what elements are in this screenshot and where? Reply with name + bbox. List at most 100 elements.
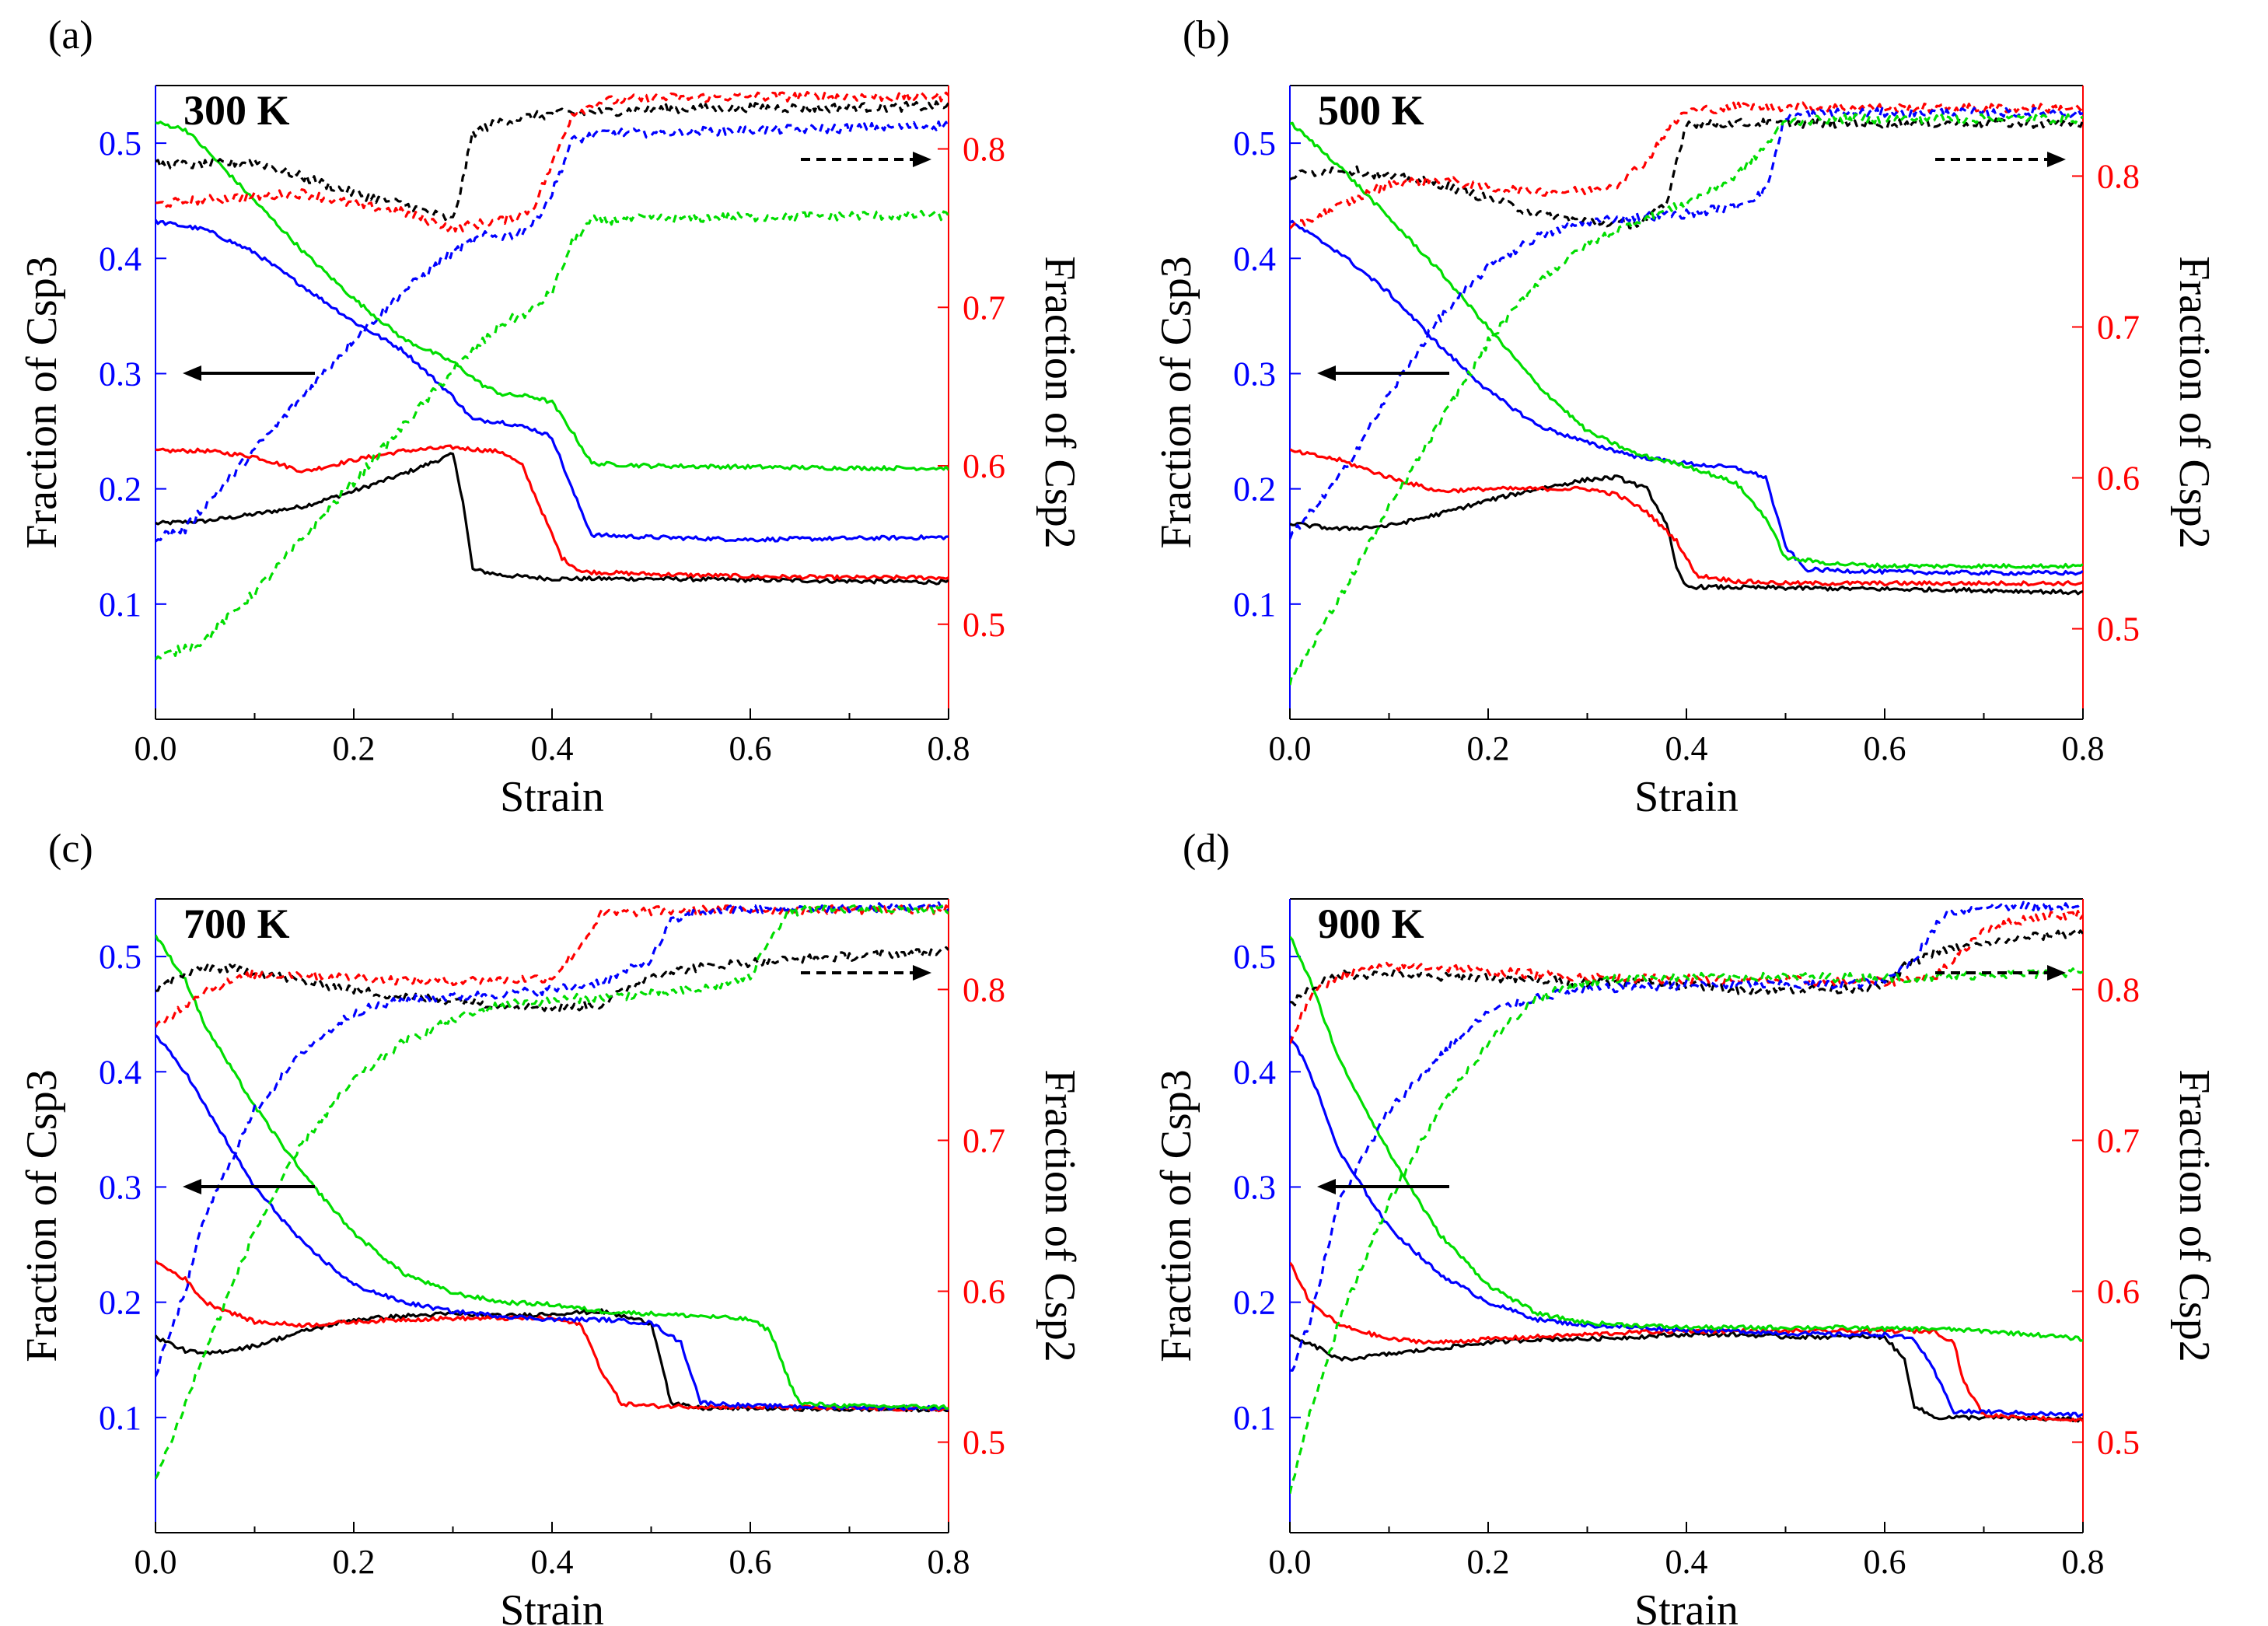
x-tick-label: 0.4 bbox=[531, 729, 574, 768]
chart-svg-b: 0.0 0.2 0.4 0.6 0.8 0.1 0.2 0.3 0.4 0.5 0.5 0.6 0.7 0… bbox=[1152, 13, 2218, 821]
series-line-red-csp3 bbox=[1290, 448, 2083, 587]
left-y-tick-label: 0.2 bbox=[99, 1284, 142, 1322]
right-arrow-head bbox=[2047, 152, 2066, 167]
left-y-tick-label: 0.3 bbox=[99, 355, 142, 393]
panel-b: 0.0 0.2 0.4 0.6 0.8 0.1 0.2 0.3 0.4 0.5 0.5 0.6 0.7 0… bbox=[1134, 0, 2268, 821]
series-line-green-csp2 bbox=[156, 904, 949, 1480]
left-y-tick-label: 0.4 bbox=[1233, 240, 1276, 278]
right-y-tick-label: 0.7 bbox=[963, 1121, 1005, 1159]
x-tick-label: 0.0 bbox=[1269, 1543, 1312, 1581]
left-arrow-head bbox=[183, 1179, 201, 1194]
x-tick-label: 0.6 bbox=[1864, 729, 1906, 768]
left-y-axis-title: Fraction of Csp3 bbox=[1152, 256, 1200, 548]
right-y-axis-title: Fraction of Csp2 bbox=[2170, 256, 2218, 548]
x-tick-label: 0.6 bbox=[729, 729, 772, 768]
right-y-tick-label: 0.7 bbox=[2097, 308, 2140, 346]
right-y-tick-label: 0.5 bbox=[2097, 1424, 2140, 1462]
series-line-black-csp3 bbox=[156, 452, 949, 586]
x-tick-label: 0.2 bbox=[1467, 1543, 1510, 1581]
right-axis-arrow bbox=[801, 152, 931, 167]
right-y-axis-title: Fraction of Csp2 bbox=[1036, 256, 1084, 548]
right-y-tick-label: 0.8 bbox=[2097, 970, 2140, 1009]
left-y-axis-title: Fraction of Csp3 bbox=[18, 256, 66, 548]
series-line-green-csp3 bbox=[156, 121, 949, 472]
x-tick-label: 0.2 bbox=[333, 1543, 376, 1581]
right-y-axis-title: Fraction of Csp2 bbox=[2170, 1069, 2218, 1362]
series-line-green-csp3 bbox=[1290, 935, 2083, 1342]
x-tick-label: 0.4 bbox=[1665, 1543, 1708, 1581]
panel-d: 0.0 0.2 0.4 0.6 0.8 0.1 0.2 0.3 0.4 0.5 0.5 0.6 0.7 0… bbox=[1134, 813, 2268, 1626]
series-line-blue-csp3 bbox=[156, 219, 949, 543]
right-axis-arrow bbox=[1935, 152, 2066, 167]
left-y-tick-label: 0.4 bbox=[99, 1053, 142, 1091]
x-tick-label: 0.8 bbox=[2062, 729, 2105, 768]
right-y-tick-label: 0.6 bbox=[963, 447, 1005, 485]
temperature-label: 700 K bbox=[183, 900, 290, 947]
right-y-tick-label: 0.6 bbox=[963, 1273, 1005, 1311]
series-line-black-csp2 bbox=[156, 946, 949, 1012]
series-line-black-csp2 bbox=[1290, 117, 2083, 230]
series-line-blue-csp3 bbox=[1290, 219, 2083, 576]
series-line-blue-csp3 bbox=[156, 1034, 949, 1411]
right-y-tick-label: 0.5 bbox=[963, 606, 1005, 644]
left-arrow-head bbox=[183, 365, 201, 381]
series-line-blue-csp2 bbox=[1290, 900, 2083, 1372]
series-line-black-csp3 bbox=[1290, 474, 2083, 596]
x-tick-label: 0.6 bbox=[729, 1543, 772, 1581]
left-y-tick-label: 0.4 bbox=[99, 240, 142, 278]
left-y-axis-title: Fraction of Csp3 bbox=[18, 1069, 66, 1362]
chart-svg-c: 0.0 0.2 0.4 0.6 0.8 0.1 0.2 0.3 0.4 0.5 0.5 0.6 0.7 0… bbox=[18, 827, 1084, 1626]
right-y-tick-label: 0.6 bbox=[2097, 1273, 2140, 1311]
left-y-tick-label: 0.3 bbox=[1233, 355, 1276, 393]
left-y-tick-label: 0.3 bbox=[99, 1168, 142, 1206]
left-axis-arrow bbox=[183, 365, 315, 381]
x-tick-label: 0.4 bbox=[531, 1543, 574, 1581]
left-y-tick-label: 0.5 bbox=[99, 124, 142, 163]
series-line-red-csp3 bbox=[156, 444, 949, 581]
temperature-label: 300 K bbox=[183, 87, 290, 134]
series-line-green-csp2 bbox=[156, 209, 949, 660]
left-axis-arrow bbox=[183, 1179, 315, 1194]
left-y-tick-label: 0.5 bbox=[1233, 938, 1276, 976]
x-tick-label: 0.8 bbox=[928, 1543, 970, 1581]
right-y-tick-label: 0.7 bbox=[963, 288, 1005, 327]
panel-label: (b) bbox=[1183, 13, 1230, 58]
x-tick-label: 0.4 bbox=[1665, 729, 1708, 768]
left-y-tick-label: 0.5 bbox=[99, 938, 142, 976]
right-y-tick-label: 0.8 bbox=[2097, 157, 2140, 195]
left-y-tick-label: 0.2 bbox=[1233, 1284, 1276, 1322]
temperature-label: 900 K bbox=[1318, 900, 1424, 947]
right-axis-arrow bbox=[801, 965, 931, 981]
x-axis-title: Strain bbox=[500, 1586, 604, 1626]
right-y-axis-title: Fraction of Csp2 bbox=[1036, 1069, 1084, 1362]
right-y-tick-label: 0.8 bbox=[963, 131, 1005, 169]
panel-label: (c) bbox=[48, 827, 93, 871]
right-axis-arrow bbox=[1935, 965, 2066, 981]
series-line-black-csp3 bbox=[1290, 1331, 2083, 1423]
left-y-tick-label: 0.2 bbox=[1233, 470, 1276, 509]
left-arrow-head bbox=[1317, 365, 1336, 381]
left-y-tick-label: 0.2 bbox=[99, 470, 142, 509]
series-line-red-csp2 bbox=[1290, 101, 2083, 229]
right-y-tick-label: 0.8 bbox=[963, 970, 1005, 1009]
series-line-green-csp3 bbox=[156, 934, 949, 1411]
left-axis-arrow bbox=[1317, 1179, 1449, 1194]
left-y-tick-label: 0.5 bbox=[1233, 124, 1276, 163]
series-line-blue-csp2 bbox=[1290, 107, 2083, 540]
x-tick-label: 0.2 bbox=[333, 729, 376, 768]
series-line-black-csp2 bbox=[156, 100, 949, 222]
x-tick-label: 0.0 bbox=[1269, 729, 1312, 768]
x-axis-title: Strain bbox=[1634, 773, 1739, 821]
x-tick-label: 0.0 bbox=[135, 729, 177, 768]
left-y-axis-title: Fraction of Csp3 bbox=[1152, 1069, 1200, 1362]
left-y-tick-label: 0.1 bbox=[1233, 1399, 1276, 1437]
series-line-blue-csp2 bbox=[156, 901, 949, 1377]
left-arrow-head bbox=[1317, 1179, 1336, 1194]
series-line-green-csp2 bbox=[1290, 113, 2083, 686]
x-tick-label: 0.6 bbox=[1864, 1543, 1906, 1581]
right-arrow-head bbox=[913, 152, 931, 167]
right-arrow-head bbox=[913, 965, 931, 981]
x-tick-label: 0.0 bbox=[135, 1543, 177, 1581]
x-tick-label: 0.2 bbox=[1467, 729, 1510, 768]
left-y-tick-label: 0.3 bbox=[1233, 1168, 1276, 1206]
